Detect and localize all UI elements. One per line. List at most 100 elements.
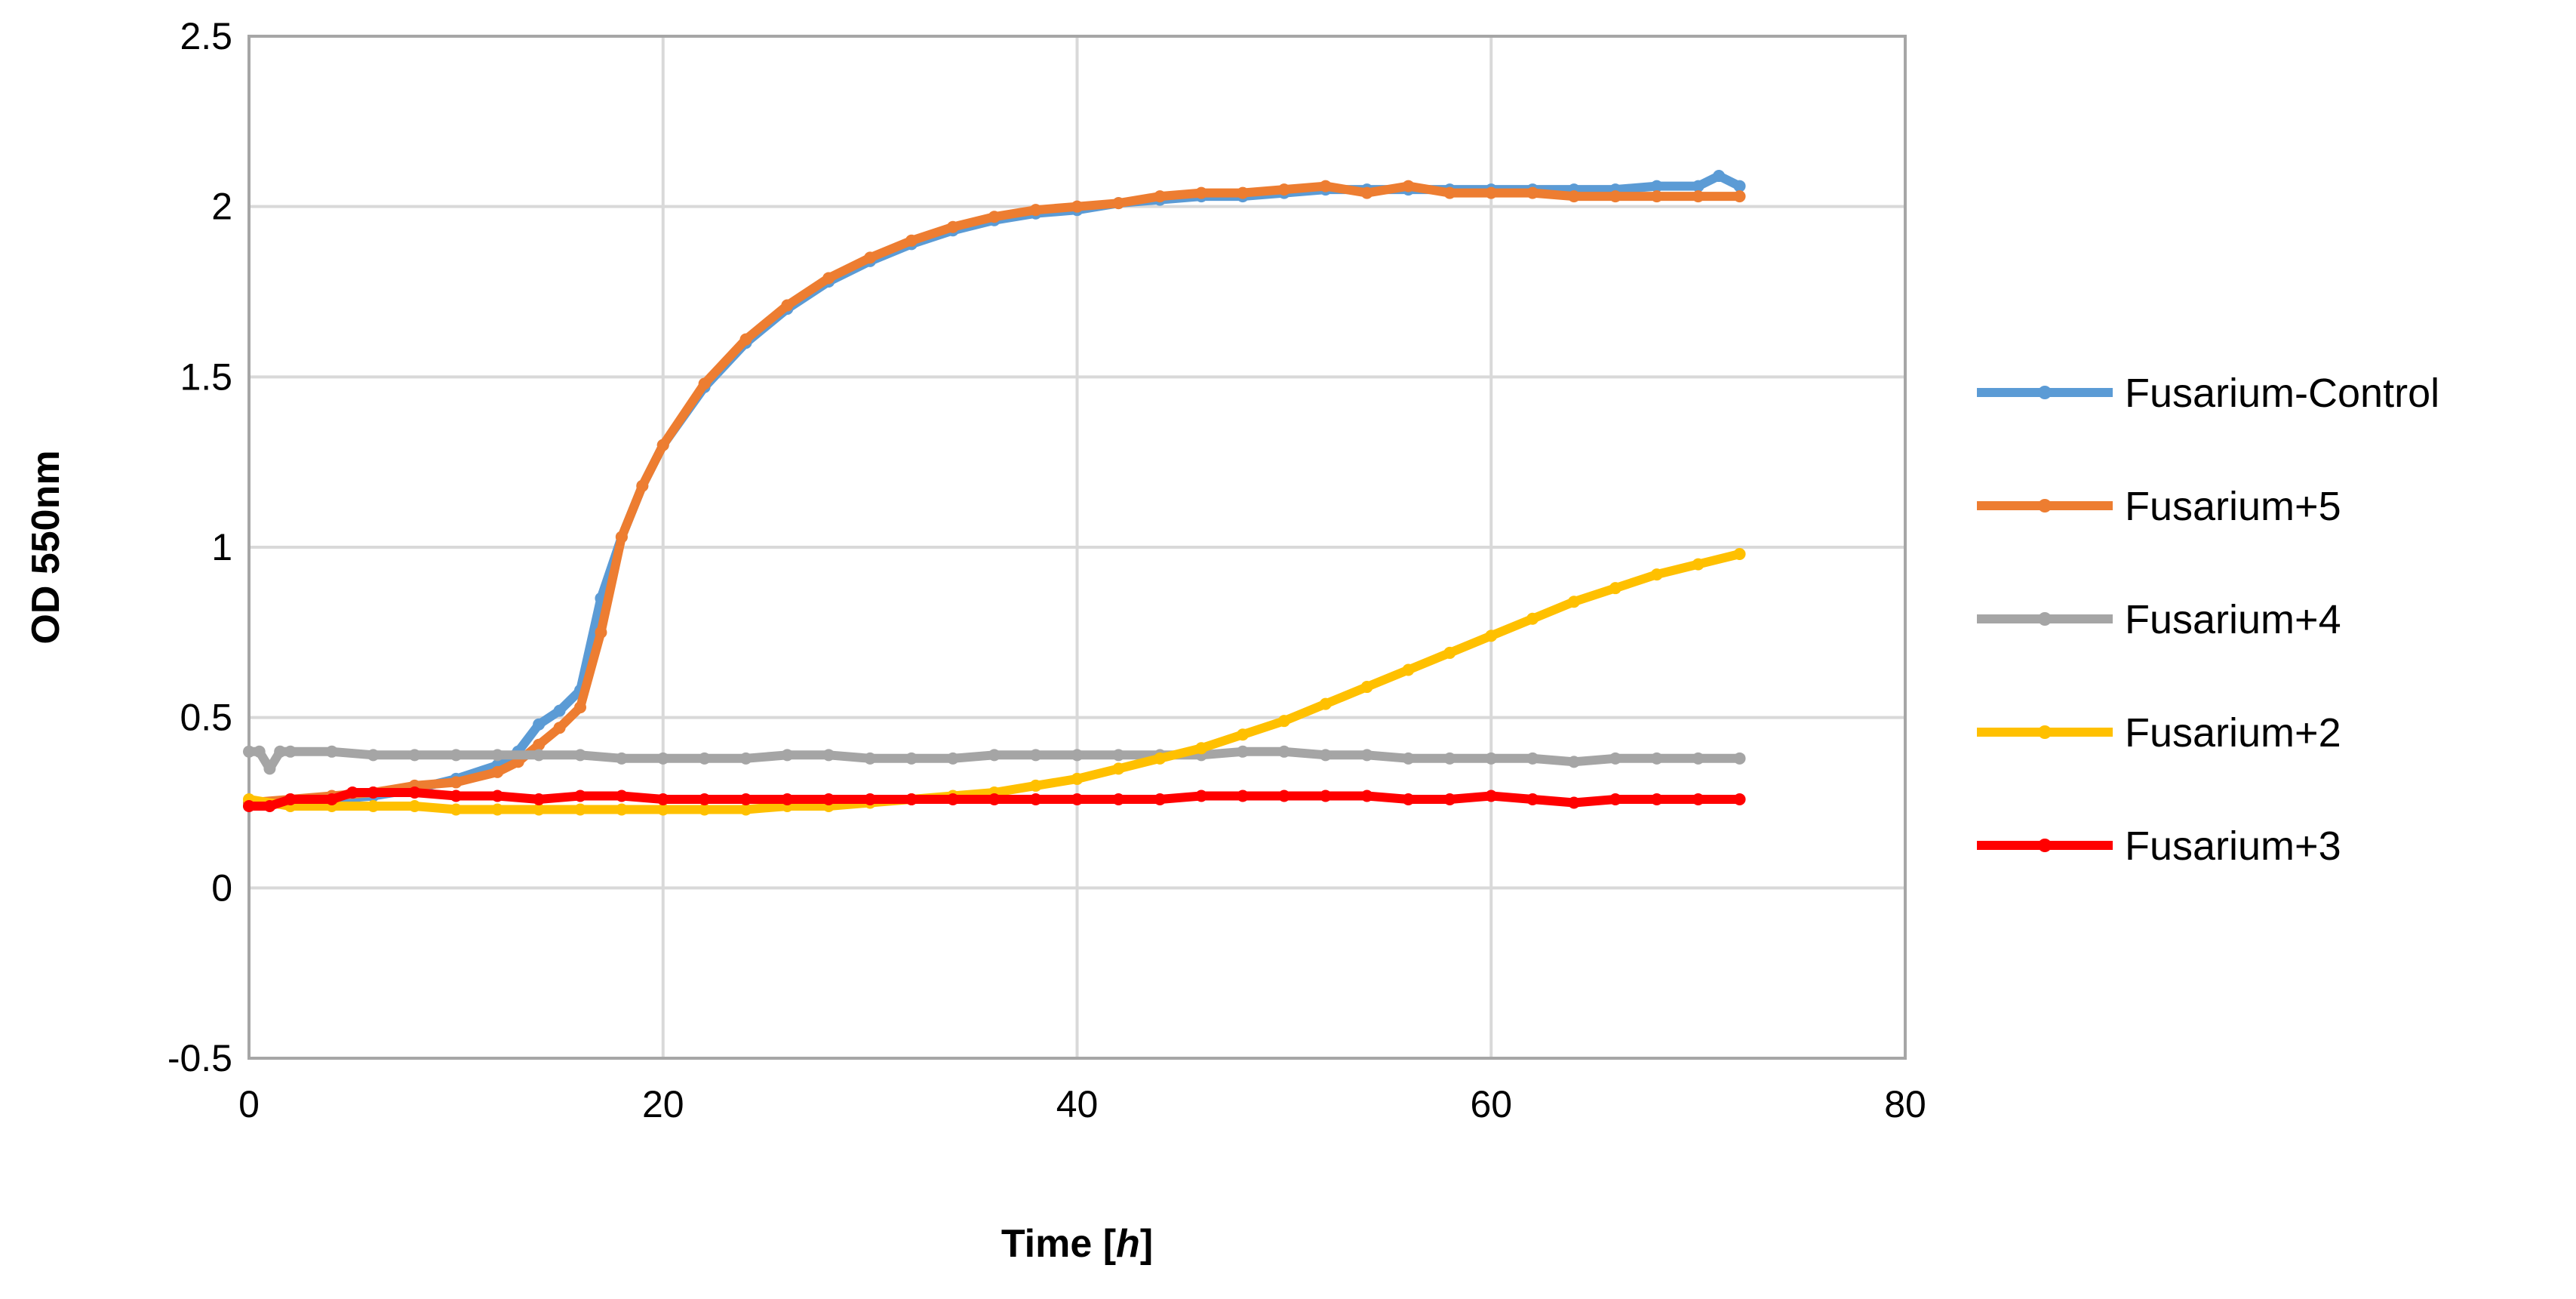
y-tick-label: 2 — [211, 186, 232, 228]
data-point — [1650, 793, 1663, 805]
data-point — [263, 800, 276, 813]
data-point — [822, 272, 835, 285]
data-point — [1733, 752, 1746, 765]
x-axis-title-prefix: Time [ — [1001, 1222, 1116, 1266]
y-axis-title: OD 550nm — [24, 450, 68, 644]
data-point — [1485, 629, 1498, 642]
data-point — [1733, 548, 1746, 561]
data-point — [1650, 190, 1663, 203]
x-tick-label: 40 — [1056, 1083, 1099, 1125]
data-point — [1443, 186, 1456, 199]
data-point — [1154, 752, 1167, 765]
data-point — [1692, 752, 1705, 765]
data-point — [615, 752, 628, 765]
data-point — [1402, 663, 1415, 676]
data-point — [615, 803, 628, 816]
data-point — [946, 752, 959, 765]
data-point — [1485, 752, 1498, 765]
x-tick-label: 80 — [1884, 1083, 1926, 1125]
data-point — [1319, 697, 1332, 710]
data-point — [1029, 204, 1042, 217]
legend-label: Fusarium+2 — [2125, 710, 2341, 756]
data-point — [408, 786, 421, 799]
data-point — [988, 211, 1001, 223]
data-point — [1443, 793, 1456, 805]
data-point — [1029, 779, 1042, 792]
data-point — [1650, 752, 1663, 765]
data-point — [1195, 742, 1208, 755]
data-point — [450, 776, 463, 789]
data-point — [636, 479, 649, 492]
series-layer — [243, 170, 1746, 816]
data-point — [1112, 793, 1125, 805]
data-point — [698, 752, 711, 765]
data-point — [739, 803, 752, 816]
data-point — [325, 745, 338, 758]
data-point — [615, 531, 628, 543]
data-point — [1485, 186, 1498, 199]
data-point — [367, 786, 380, 799]
data-point — [491, 749, 504, 762]
series-fusarium-3 — [243, 786, 1746, 813]
data-point — [822, 793, 835, 805]
data-point — [1526, 186, 1539, 199]
data-point — [698, 793, 711, 805]
data-point — [781, 299, 794, 312]
data-point — [1733, 793, 1746, 805]
plot-area-border — [247, 35, 1907, 1060]
data-point — [1692, 180, 1705, 192]
data-point — [367, 749, 380, 762]
legend-swatch-marker — [2038, 499, 2052, 513]
legend-label: Fusarium+4 — [2125, 597, 2341, 642]
data-point — [822, 749, 835, 762]
data-point — [698, 377, 711, 390]
data-point — [1360, 790, 1373, 802]
data-point — [988, 793, 1001, 805]
data-point — [450, 790, 463, 802]
data-point — [864, 752, 877, 765]
data-point — [1029, 749, 1042, 762]
data-point — [1402, 180, 1415, 192]
data-point — [491, 803, 504, 816]
data-point — [491, 765, 504, 778]
data-point — [1277, 715, 1290, 728]
data-point — [284, 793, 297, 805]
data-point — [574, 790, 586, 802]
data-point — [1609, 793, 1622, 805]
data-point — [1195, 790, 1208, 802]
y-tick-label: 0 — [211, 867, 232, 909]
legend-entry: Fusarium+3 — [1977, 823, 2341, 869]
data-point — [1195, 186, 1208, 199]
data-point — [1526, 612, 1539, 625]
data-point — [1277, 183, 1290, 196]
data-point — [533, 749, 546, 762]
data-point — [243, 800, 255, 813]
legend-swatch-marker — [2038, 612, 2052, 626]
legend-label: Fusarium+5 — [2125, 484, 2341, 529]
data-point — [1609, 752, 1622, 765]
data-point — [450, 803, 463, 816]
data-point — [739, 333, 752, 346]
data-point — [1029, 793, 1042, 805]
data-point — [1692, 190, 1705, 203]
data-point — [1443, 752, 1456, 765]
data-point — [1154, 190, 1167, 203]
data-point — [274, 745, 287, 758]
x-axis-title-suffix: ] — [1140, 1222, 1153, 1266]
y-axis-tick-labels: -0.5 0 0.5 1 1.5 2 2.5 — [168, 15, 232, 1079]
data-point — [656, 752, 669, 765]
legend-entry: Fusarium+2 — [1977, 710, 2341, 756]
data-point — [1112, 197, 1125, 210]
data-point — [1360, 186, 1373, 199]
data-point — [1112, 749, 1125, 762]
data-point — [1402, 793, 1415, 805]
x-axis-title: Time [h] — [1001, 1222, 1153, 1266]
data-point — [408, 749, 421, 762]
data-point — [1237, 745, 1249, 758]
x-axis-tick-labels: 0 20 40 60 80 — [238, 1083, 1926, 1125]
data-point — [1071, 200, 1084, 213]
x-axis-title-unit: h — [1116, 1222, 1140, 1266]
data-point — [739, 793, 752, 805]
data-point — [243, 745, 255, 758]
